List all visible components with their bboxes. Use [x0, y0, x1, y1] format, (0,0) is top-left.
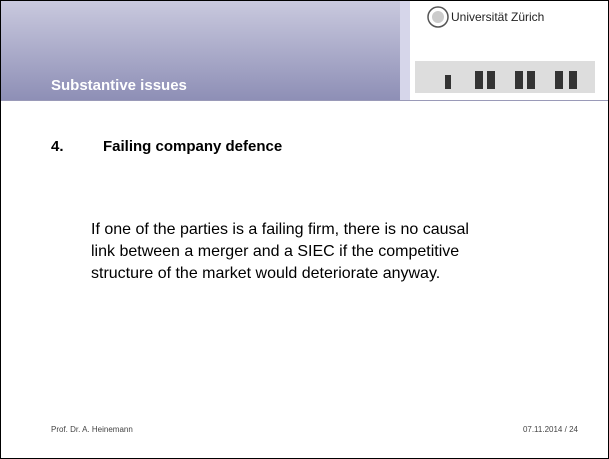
- header-band: [1, 1, 400, 100]
- logo-seal: [427, 6, 449, 28]
- university-name: Universität Zürich: [451, 10, 545, 24]
- footer-separator: /: [564, 425, 567, 434]
- footer-date: 07.11.2014: [522, 425, 563, 434]
- heading-number: 4.: [51, 138, 64, 155]
- header-strip: [400, 1, 410, 100]
- body-text: If one of the parties is a failing firm,…: [91, 221, 469, 282]
- header-rule: [1, 100, 608, 101]
- footer-page-number: 24: [569, 425, 578, 434]
- section-title: Substantive issues: [51, 77, 187, 94]
- heading-title: Failing company defence: [103, 138, 283, 155]
- building-image: [415, 61, 595, 93]
- footer-author: Prof. Dr. A. Heinemann: [51, 425, 133, 434]
- footer-page: 07.11.2014 / 24: [523, 425, 578, 434]
